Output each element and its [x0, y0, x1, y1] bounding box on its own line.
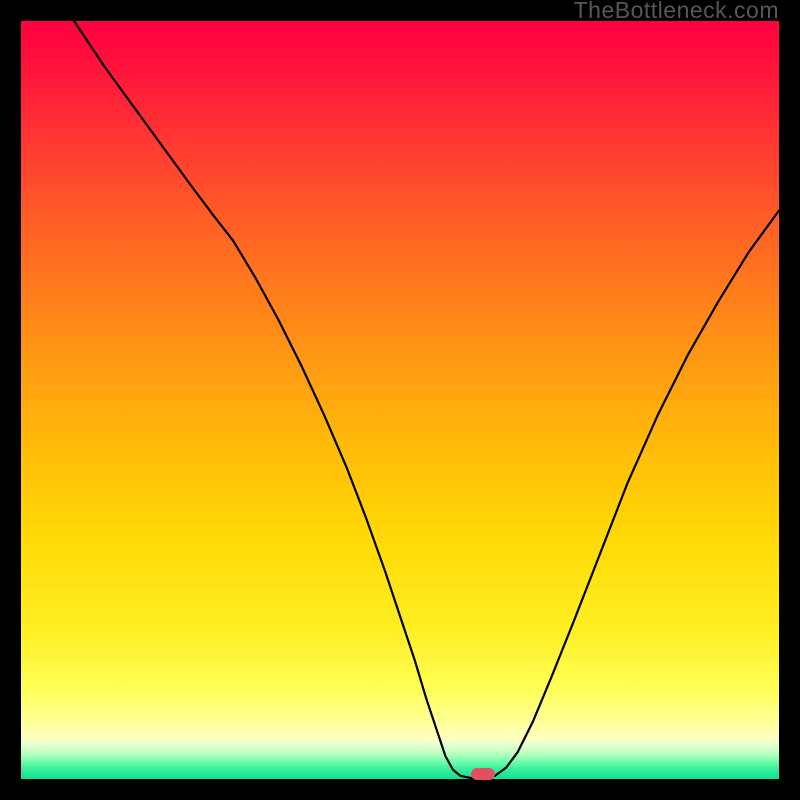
plot-border-bottom — [0, 779, 800, 800]
plot-border-right — [779, 0, 800, 800]
watermark-text: TheBottleneck.com — [574, 0, 779, 21]
plot-area — [21, 21, 779, 779]
bottleneck-curve — [21, 21, 779, 779]
plot-border-left — [0, 0, 21, 800]
optimal-marker — [471, 768, 495, 780]
